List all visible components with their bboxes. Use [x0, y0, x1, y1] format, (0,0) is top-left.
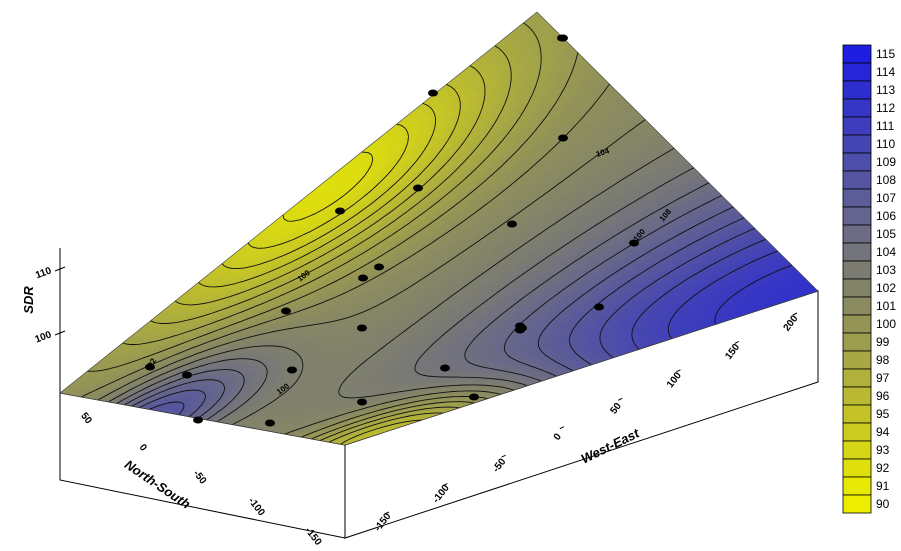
- colorbar-swatch: [842, 422, 872, 442]
- surface-fill: [60, 12, 818, 445]
- colorbar-label: 110: [876, 137, 895, 151]
- sample-point: [281, 307, 291, 315]
- colorbar-label: 114: [876, 65, 895, 79]
- colorbar-label: 101: [876, 299, 896, 313]
- sample-point: [193, 416, 203, 424]
- colorbar-swatch: [842, 152, 872, 172]
- colorbar-swatch: [842, 440, 872, 460]
- colorbar-swatch: [842, 116, 872, 136]
- colorbar-label: 105: [876, 227, 896, 241]
- colorbar-label: 95: [876, 407, 890, 421]
- sample-point: [629, 239, 639, 247]
- sample-point: [558, 134, 568, 142]
- colorbar-swatch: [842, 314, 872, 334]
- colorbar-swatch: [842, 134, 872, 154]
- colorbar-swatch: [842, 476, 872, 496]
- colorbar: 115 114 113 112 111 110 109 108 107 106 105 104 103 1…: [842, 44, 896, 514]
- colorbar-swatch: [842, 368, 872, 388]
- colorbar-label: 115: [876, 47, 895, 61]
- colorbar-swatch: [842, 242, 872, 262]
- colorbar-label: 97: [876, 371, 890, 385]
- colorbar-swatch: [842, 458, 872, 478]
- colorbar-label: 99: [876, 335, 890, 349]
- colorbar-swatch: [842, 296, 872, 316]
- colorbar-swatch: [842, 386, 872, 406]
- colorbar-label: 107: [876, 191, 896, 205]
- sample-point: [594, 303, 604, 311]
- colorbar-label: 93: [876, 443, 890, 457]
- sample-point: [517, 324, 527, 332]
- sample-point: [182, 371, 192, 379]
- colorbar-swatch: [842, 350, 872, 370]
- colorbar-label: 98: [876, 353, 890, 367]
- colorbar-label: 91: [876, 479, 890, 493]
- sample-point: [469, 393, 479, 401]
- colorbar-swatch: [842, 98, 872, 118]
- sample-point: [507, 220, 517, 228]
- colorbar-swatch: [842, 332, 872, 352]
- sample-point: [335, 207, 345, 215]
- colorbar-label: 111: [876, 119, 895, 133]
- colorbar-swatch: [842, 44, 872, 64]
- colorbar-label: 90: [876, 497, 890, 511]
- colorbar-label: 92: [876, 461, 890, 475]
- colorbar-label: 108: [876, 173, 896, 187]
- colorbar-label: 94: [876, 425, 890, 439]
- sample-point: [374, 263, 384, 271]
- colorbar-swatch: [842, 62, 872, 82]
- colorbar-swatch: [842, 404, 872, 424]
- colorbar-label: 106: [876, 209, 896, 223]
- sample-point: [428, 89, 438, 97]
- colorbar-swatch: [842, 224, 872, 244]
- sample-point: [440, 364, 450, 372]
- colorbar-label: 113: [876, 83, 895, 97]
- colorbar-swatch: [842, 80, 872, 100]
- colorbar-label: 109: [876, 155, 896, 169]
- colorbar-label: 112: [876, 101, 895, 115]
- z-tick-label: 110: [34, 265, 53, 281]
- sample-point: [413, 184, 423, 192]
- colorbar-swatch: [842, 170, 872, 190]
- colorbar-label: 96: [876, 389, 890, 403]
- colorbar-label: 103: [876, 263, 896, 277]
- colorbar-swatch: [842, 494, 872, 514]
- colorbar-label: 100: [876, 317, 896, 331]
- colorbar-swatch: [842, 278, 872, 298]
- sample-point: [558, 34, 568, 42]
- colorbar-label: 104: [876, 245, 896, 259]
- colorbar-swatch: [842, 260, 872, 280]
- sample-point: [357, 324, 367, 332]
- sample-point: [287, 366, 297, 374]
- sample-point: [358, 274, 368, 282]
- colorbar-swatch: [842, 206, 872, 226]
- sample-point: [357, 398, 367, 406]
- sample-point: [265, 419, 275, 427]
- sample-point: [145, 363, 155, 371]
- colorbar-label: 102: [876, 281, 896, 295]
- colorbar-swatch: [842, 188, 872, 208]
- z-axis-label: SDR: [21, 286, 36, 314]
- z-tick-label: 100: [34, 329, 54, 345]
